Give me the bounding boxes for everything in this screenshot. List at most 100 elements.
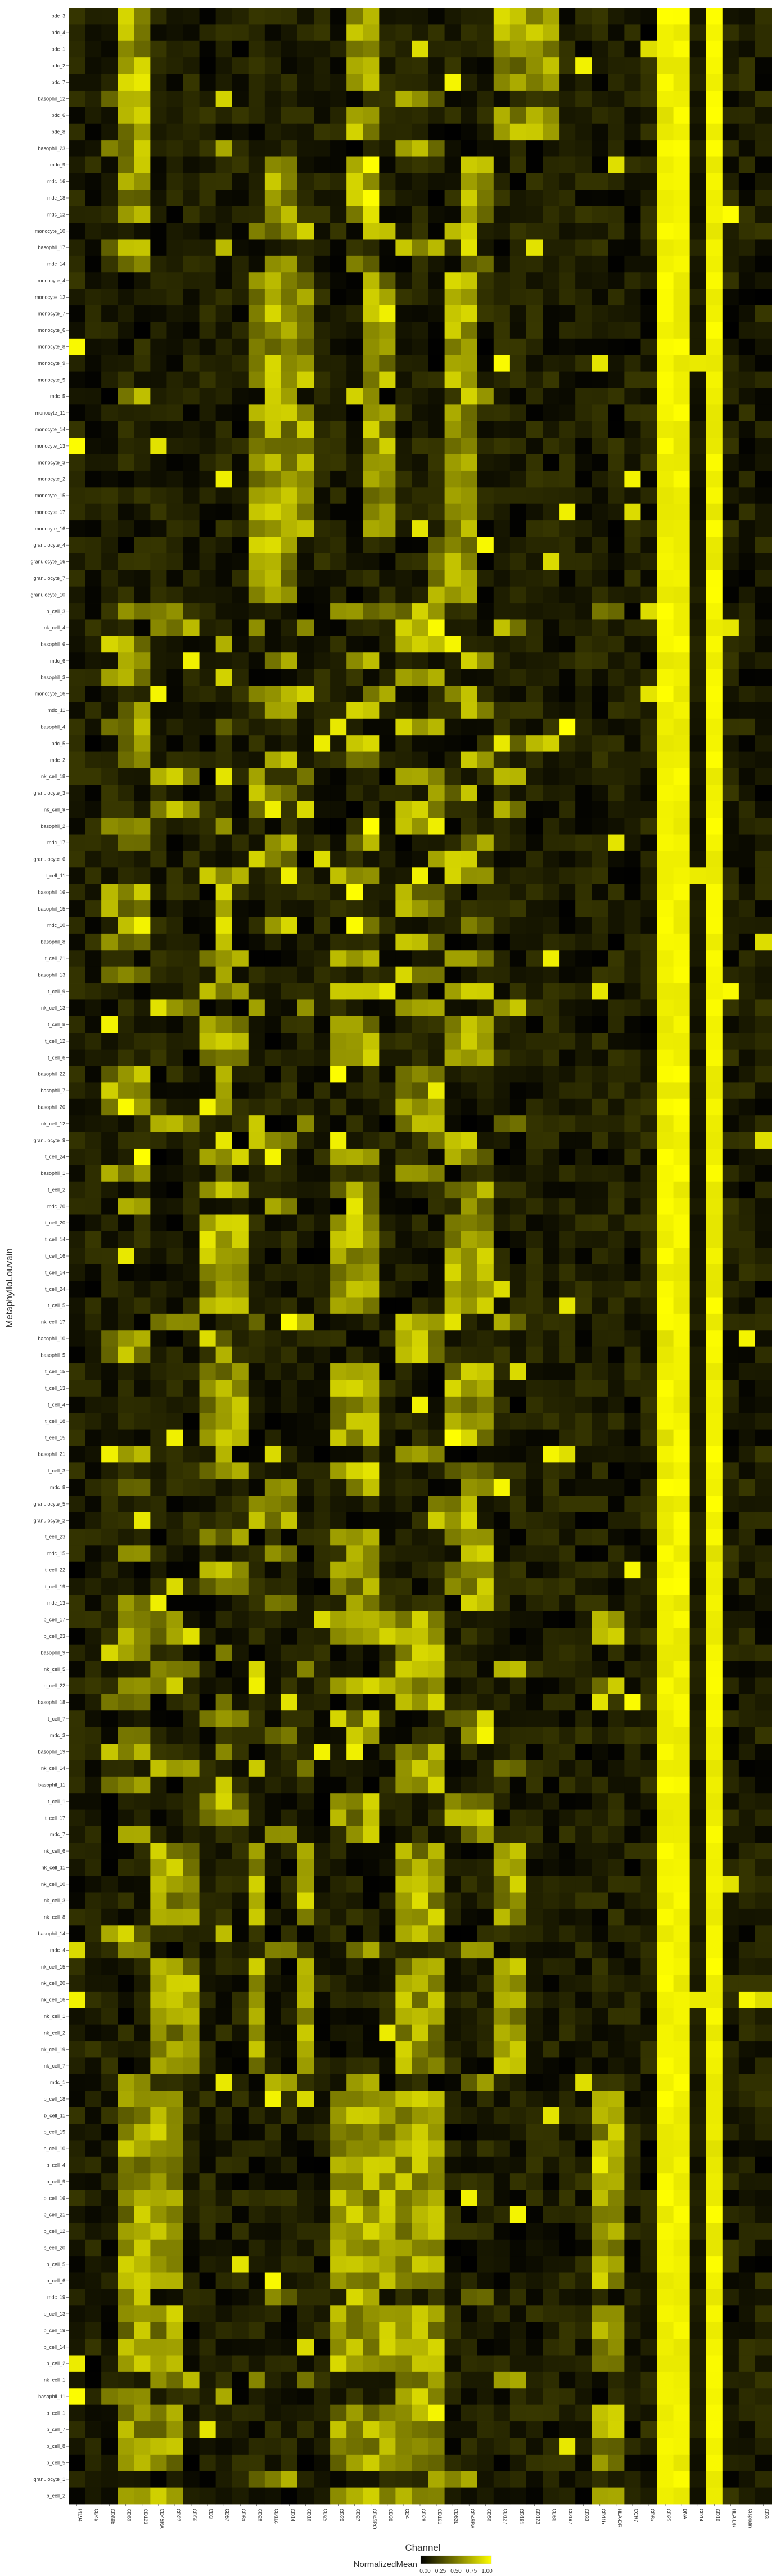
heatmap-cell	[101, 1181, 118, 1199]
heatmap-cell	[755, 1033, 772, 1050]
heatmap-cell	[461, 1760, 478, 1777]
heatmap-cell	[575, 570, 592, 587]
heatmap-cell	[657, 1033, 674, 1050]
heatmap-cell	[592, 1132, 608, 1149]
heatmap-cell	[722, 718, 739, 736]
heatmap-cell	[477, 537, 494, 554]
heatmap-cell	[657, 966, 674, 984]
heatmap-cell	[248, 1363, 265, 1380]
heatmap-cell	[69, 1496, 85, 1512]
heatmap-cell	[559, 1710, 576, 1728]
heatmap-cell	[461, 785, 478, 802]
heatmap-cell	[444, 537, 462, 554]
heatmap-cell	[183, 239, 200, 256]
heatmap-cell	[444, 1396, 462, 1413]
heatmap-cell	[85, 1330, 102, 1348]
heatmap-cell	[461, 1826, 478, 1843]
heatmap-cell	[657, 867, 674, 885]
heatmap-cell	[706, 603, 723, 620]
heatmap-cell	[738, 1826, 756, 1843]
heatmap-cell	[428, 537, 445, 554]
heatmap-cell	[755, 768, 772, 785]
heatmap-cell	[199, 933, 216, 951]
heatmap-cell	[509, 1396, 527, 1413]
heatmap-cell	[330, 90, 347, 107]
heatmap-cell	[559, 123, 576, 141]
heatmap-cell	[101, 850, 118, 868]
heatmap-cell	[379, 90, 396, 107]
heatmap-cell	[592, 1727, 608, 1744]
heatmap-cell	[592, 1098, 608, 1116]
heatmap-cell	[477, 785, 494, 802]
heatmap-cell	[608, 966, 625, 984]
heatmap-cell	[118, 1313, 134, 1331]
heatmap-cell	[69, 917, 85, 934]
heatmap-cell	[592, 1793, 608, 1810]
heatmap-cell	[575, 1214, 592, 1232]
heatmap-cell	[363, 487, 380, 505]
heatmap-cell	[608, 1744, 625, 1760]
heatmap-cell	[199, 1859, 216, 1876]
heatmap-cell	[346, 140, 363, 157]
heatmap-cell	[85, 702, 102, 719]
heatmap-cell	[657, 1098, 674, 1116]
heatmap-cell	[85, 1892, 102, 1910]
heatmap-cell	[297, 355, 314, 372]
heatmap-cell	[624, 1727, 641, 1744]
heatmap-cell	[575, 438, 592, 454]
heatmap-cell	[118, 1380, 134, 1397]
heatmap-cell	[722, 1033, 739, 1050]
heatmap-cell	[673, 1512, 691, 1529]
heatmap-cell	[346, 1330, 363, 1348]
heatmap-cell	[395, 1628, 412, 1645]
heatmap-cell	[543, 718, 560, 736]
heatmap-cell	[199, 1429, 216, 1447]
heatmap-cell	[461, 1496, 478, 1512]
heatmap-cell	[559, 520, 576, 537]
heatmap-cell	[461, 123, 478, 141]
heatmap-cell	[461, 239, 478, 256]
heatmap-cell	[624, 1595, 641, 1612]
heatmap-cell	[363, 421, 380, 438]
heatmap-cell	[215, 1066, 233, 1083]
heatmap-cell	[346, 1413, 363, 1430]
heatmap-cell	[69, 123, 85, 141]
heatmap-cell	[85, 421, 102, 438]
heatmap-cell	[379, 669, 396, 686]
heatmap-cell	[624, 818, 641, 835]
heatmap-cell	[395, 603, 412, 620]
heatmap-cell	[363, 305, 380, 322]
heatmap-cell	[85, 404, 102, 422]
heatmap-cell	[706, 487, 723, 505]
heatmap-cell	[412, 1545, 428, 1562]
heatmap-cell	[559, 404, 576, 422]
heatmap-cell	[314, 1082, 331, 1100]
heatmap-cell	[428, 503, 445, 521]
heatmap-cell	[85, 454, 102, 471]
heatmap-cell	[689, 818, 707, 835]
heatmap-cell	[444, 1313, 462, 1331]
heatmap-cell	[101, 867, 118, 885]
heatmap-cell	[118, 537, 134, 554]
heatmap-cell	[232, 718, 249, 736]
heatmap-cell	[69, 1198, 85, 1215]
heatmap-cell	[706, 1165, 723, 1182]
heatmap-cell	[69, 1710, 85, 1728]
heatmap-cell	[461, 1611, 478, 1628]
heatmap-cell	[592, 1892, 608, 1910]
heatmap-cell	[640, 1330, 657, 1348]
heatmap-cell	[608, 1496, 625, 1512]
heatmap-cell	[346, 553, 363, 570]
heatmap-cell	[640, 686, 657, 702]
heatmap-cell	[592, 1165, 608, 1182]
heatmap-cell	[493, 570, 511, 587]
heatmap-cell	[657, 1313, 674, 1331]
heatmap-cell	[461, 718, 478, 736]
heatmap-cell	[722, 884, 739, 901]
heatmap-cell	[183, 57, 200, 74]
heatmap-cell	[526, 1148, 543, 1165]
heatmap-cell	[166, 619, 183, 637]
heatmap-cell	[526, 438, 543, 454]
heatmap-cell	[314, 570, 331, 587]
heatmap-cell	[297, 1165, 314, 1182]
